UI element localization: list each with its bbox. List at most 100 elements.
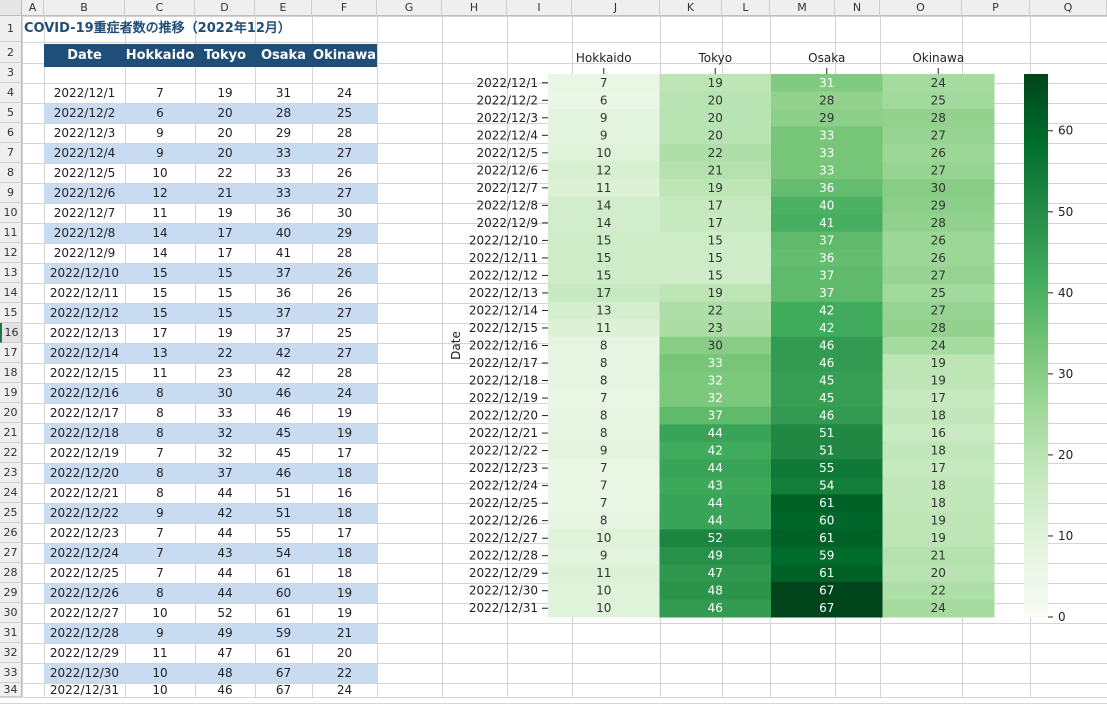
table-cell-date[interactable]: 2022/12/29 xyxy=(49,646,120,660)
row-header-25[interactable]: 25 xyxy=(0,503,22,523)
table-cell-value[interactable]: 44 xyxy=(217,526,233,540)
table-cell-value[interactable]: 15 xyxy=(152,286,168,300)
table-cell-value[interactable]: 25 xyxy=(312,104,377,123)
column-header-b[interactable]: B xyxy=(44,0,125,16)
table-cell-value[interactable]: 41 xyxy=(275,246,292,260)
table-cell-value[interactable]: 8 xyxy=(125,464,195,483)
table-cell-value[interactable]: 36 xyxy=(275,286,292,300)
table-cell-value[interactable]: 8 xyxy=(156,406,164,420)
table-cell-date[interactable]: 2022/12/7 xyxy=(53,206,116,220)
row-header-3[interactable]: 3 xyxy=(0,63,22,83)
row-header-11[interactable]: 11 xyxy=(0,223,22,243)
table-cell-value[interactable]: 59 xyxy=(255,624,312,643)
row-header-34[interactable]: 34 xyxy=(0,683,22,697)
table-cell-value[interactable]: 20 xyxy=(195,144,255,163)
column-header-a[interactable]: A xyxy=(22,0,44,16)
row-header-30[interactable]: 30 xyxy=(0,603,22,623)
table-cell-value[interactable]: 55 xyxy=(275,526,292,540)
table-cell-value[interactable]: 26 xyxy=(336,166,353,180)
table-cell-value[interactable]: 7 xyxy=(156,526,164,540)
table-cell-date[interactable]: 2022/12/21 xyxy=(49,486,120,500)
column-header-k[interactable]: K xyxy=(660,0,722,16)
table-cell-date[interactable]: 2022/12/27 xyxy=(49,606,120,620)
table-cell-value[interactable]: 29 xyxy=(312,224,377,243)
column-header-o[interactable]: O xyxy=(880,0,962,16)
table-cell-value[interactable]: 67 xyxy=(275,684,292,697)
table-cell-value[interactable]: 36 xyxy=(275,206,292,220)
table-cell-value[interactable]: 27 xyxy=(312,304,377,323)
table-cell-value[interactable]: 46 xyxy=(275,406,292,420)
table-cell-value[interactable]: 7 xyxy=(156,86,164,100)
column-header-g[interactable]: G xyxy=(377,0,442,16)
table-cell-date[interactable]: 2022/12/10 xyxy=(44,264,125,283)
row-header-33[interactable]: 33 xyxy=(0,663,22,683)
table-cell-value[interactable]: 19 xyxy=(217,206,233,220)
table-cell-value[interactable]: 9 xyxy=(125,144,195,163)
table-cell-value[interactable]: 7 xyxy=(156,566,164,580)
row-header-5[interactable]: 5 xyxy=(0,103,22,123)
column-header-c[interactable]: C xyxy=(125,0,195,16)
row-header-12[interactable]: 12 xyxy=(0,243,22,263)
table-cell-value[interactable]: 24 xyxy=(336,86,353,100)
row-header-22[interactable]: 22 xyxy=(0,443,22,463)
table-cell-value[interactable]: 33 xyxy=(217,406,233,420)
table-cell-date[interactable]: 2022/12/3 xyxy=(53,126,116,140)
table-cell-value[interactable]: 22 xyxy=(195,344,255,363)
select-all-corner[interactable] xyxy=(0,0,22,16)
table-cell-value[interactable]: 15 xyxy=(125,264,195,283)
table-cell-value[interactable]: 24 xyxy=(312,384,377,403)
column-header-f[interactable]: F xyxy=(312,0,377,16)
table-cell-value[interactable]: 48 xyxy=(195,664,255,683)
row-header-13[interactable]: 13 xyxy=(0,263,22,283)
table-cell-value[interactable]: 7 xyxy=(125,544,195,563)
table-cell-value[interactable]: 45 xyxy=(275,446,292,460)
table-cell-value[interactable]: 19 xyxy=(312,424,377,443)
table-cell-value[interactable]: 46 xyxy=(255,384,312,403)
table-cell-value[interactable]: 17 xyxy=(336,526,353,540)
row-header-31[interactable]: 31 xyxy=(0,623,22,643)
table-cell-value[interactable]: 43 xyxy=(195,544,255,563)
table-cell-date[interactable]: 2022/12/5 xyxy=(53,166,116,180)
row-header-18[interactable]: 18 xyxy=(0,363,22,383)
table-cell-value[interactable]: 6 xyxy=(125,104,195,123)
table-cell-value[interactable]: 44 xyxy=(217,486,233,500)
table-cell-value[interactable]: 42 xyxy=(195,504,255,523)
column-header-l[interactable]: L xyxy=(722,0,770,16)
table-cell-value[interactable]: 37 xyxy=(255,304,312,323)
table-cell-value[interactable]: 22 xyxy=(312,664,377,683)
table-cell-value[interactable]: 23 xyxy=(217,366,233,380)
column-header-h[interactable]: H xyxy=(442,0,507,16)
table-cell-date[interactable]: 2022/12/30 xyxy=(44,664,125,683)
table-cell-value[interactable]: 21 xyxy=(312,624,377,643)
table-cell-value[interactable]: 33 xyxy=(275,166,292,180)
table-cell-value[interactable]: 7 xyxy=(156,446,164,460)
row-header-23[interactable]: 23 xyxy=(0,463,22,483)
table-cell-value[interactable]: 18 xyxy=(336,566,353,580)
table-cell-value[interactable]: 19 xyxy=(217,326,233,340)
table-cell-value[interactable]: 10 xyxy=(152,166,168,180)
table-cell-date[interactable]: 2022/12/19 xyxy=(49,446,120,460)
table-cell-value[interactable]: 11 xyxy=(152,646,168,660)
column-header-p[interactable]: P xyxy=(962,0,1030,16)
table-cell-value[interactable]: 54 xyxy=(255,544,312,563)
table-cell-value[interactable]: 25 xyxy=(336,326,353,340)
row-header-4[interactable]: 4 xyxy=(0,83,22,103)
table-cell-date[interactable]: 2022/12/15 xyxy=(49,366,120,380)
row-header-10[interactable]: 10 xyxy=(0,203,22,223)
table-cell-value[interactable]: 61 xyxy=(275,566,292,580)
row-header-2[interactable]: 2 xyxy=(0,42,22,63)
table-cell-date[interactable]: 2022/12/13 xyxy=(49,326,120,340)
table-cell-value[interactable]: 27 xyxy=(312,144,377,163)
table-cell-value[interactable]: 22 xyxy=(217,166,233,180)
row-header-29[interactable]: 29 xyxy=(0,583,22,603)
table-cell-date[interactable]: 2022/12/17 xyxy=(49,406,120,420)
table-cell-date[interactable]: 2022/12/14 xyxy=(44,344,125,363)
table-cell-value[interactable]: 18 xyxy=(312,544,377,563)
row-header-15[interactable]: 15 xyxy=(0,303,22,323)
table-cell-value[interactable]: 31 xyxy=(275,86,292,100)
row-header-16[interactable]: 16 xyxy=(0,323,22,343)
table-cell-value[interactable]: 37 xyxy=(255,264,312,283)
sheet-title[interactable]: COVID-19重症者数の推移（2022年12月） xyxy=(24,21,291,36)
table-cell-value[interactable]: 27 xyxy=(312,184,377,203)
table-cell-value[interactable]: 46 xyxy=(217,684,233,697)
